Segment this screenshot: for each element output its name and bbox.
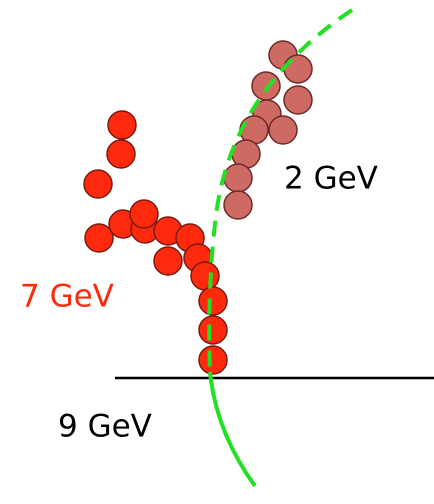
hit [199, 316, 227, 344]
hit [108, 111, 136, 139]
hit [269, 116, 297, 144]
hit [252, 72, 280, 100]
hit [85, 224, 113, 252]
hit [199, 287, 227, 315]
hit [84, 170, 112, 198]
hit [284, 86, 312, 114]
label-9gev: 9 GeV [58, 409, 152, 445]
hit [107, 140, 135, 168]
hit [224, 164, 252, 192]
hit [154, 247, 182, 275]
diagram: 2 GeV 7 GeV 9 GeV [0, 0, 434, 504]
hit [224, 191, 252, 219]
hit [284, 55, 312, 83]
label-2gev: 2 GeV [284, 161, 378, 197]
track-solid [210, 372, 255, 486]
hit [199, 346, 227, 374]
hit [191, 262, 219, 290]
label-7gev: 7 GeV [20, 279, 114, 315]
cluster-7gev [84, 111, 227, 374]
hit [130, 200, 158, 228]
